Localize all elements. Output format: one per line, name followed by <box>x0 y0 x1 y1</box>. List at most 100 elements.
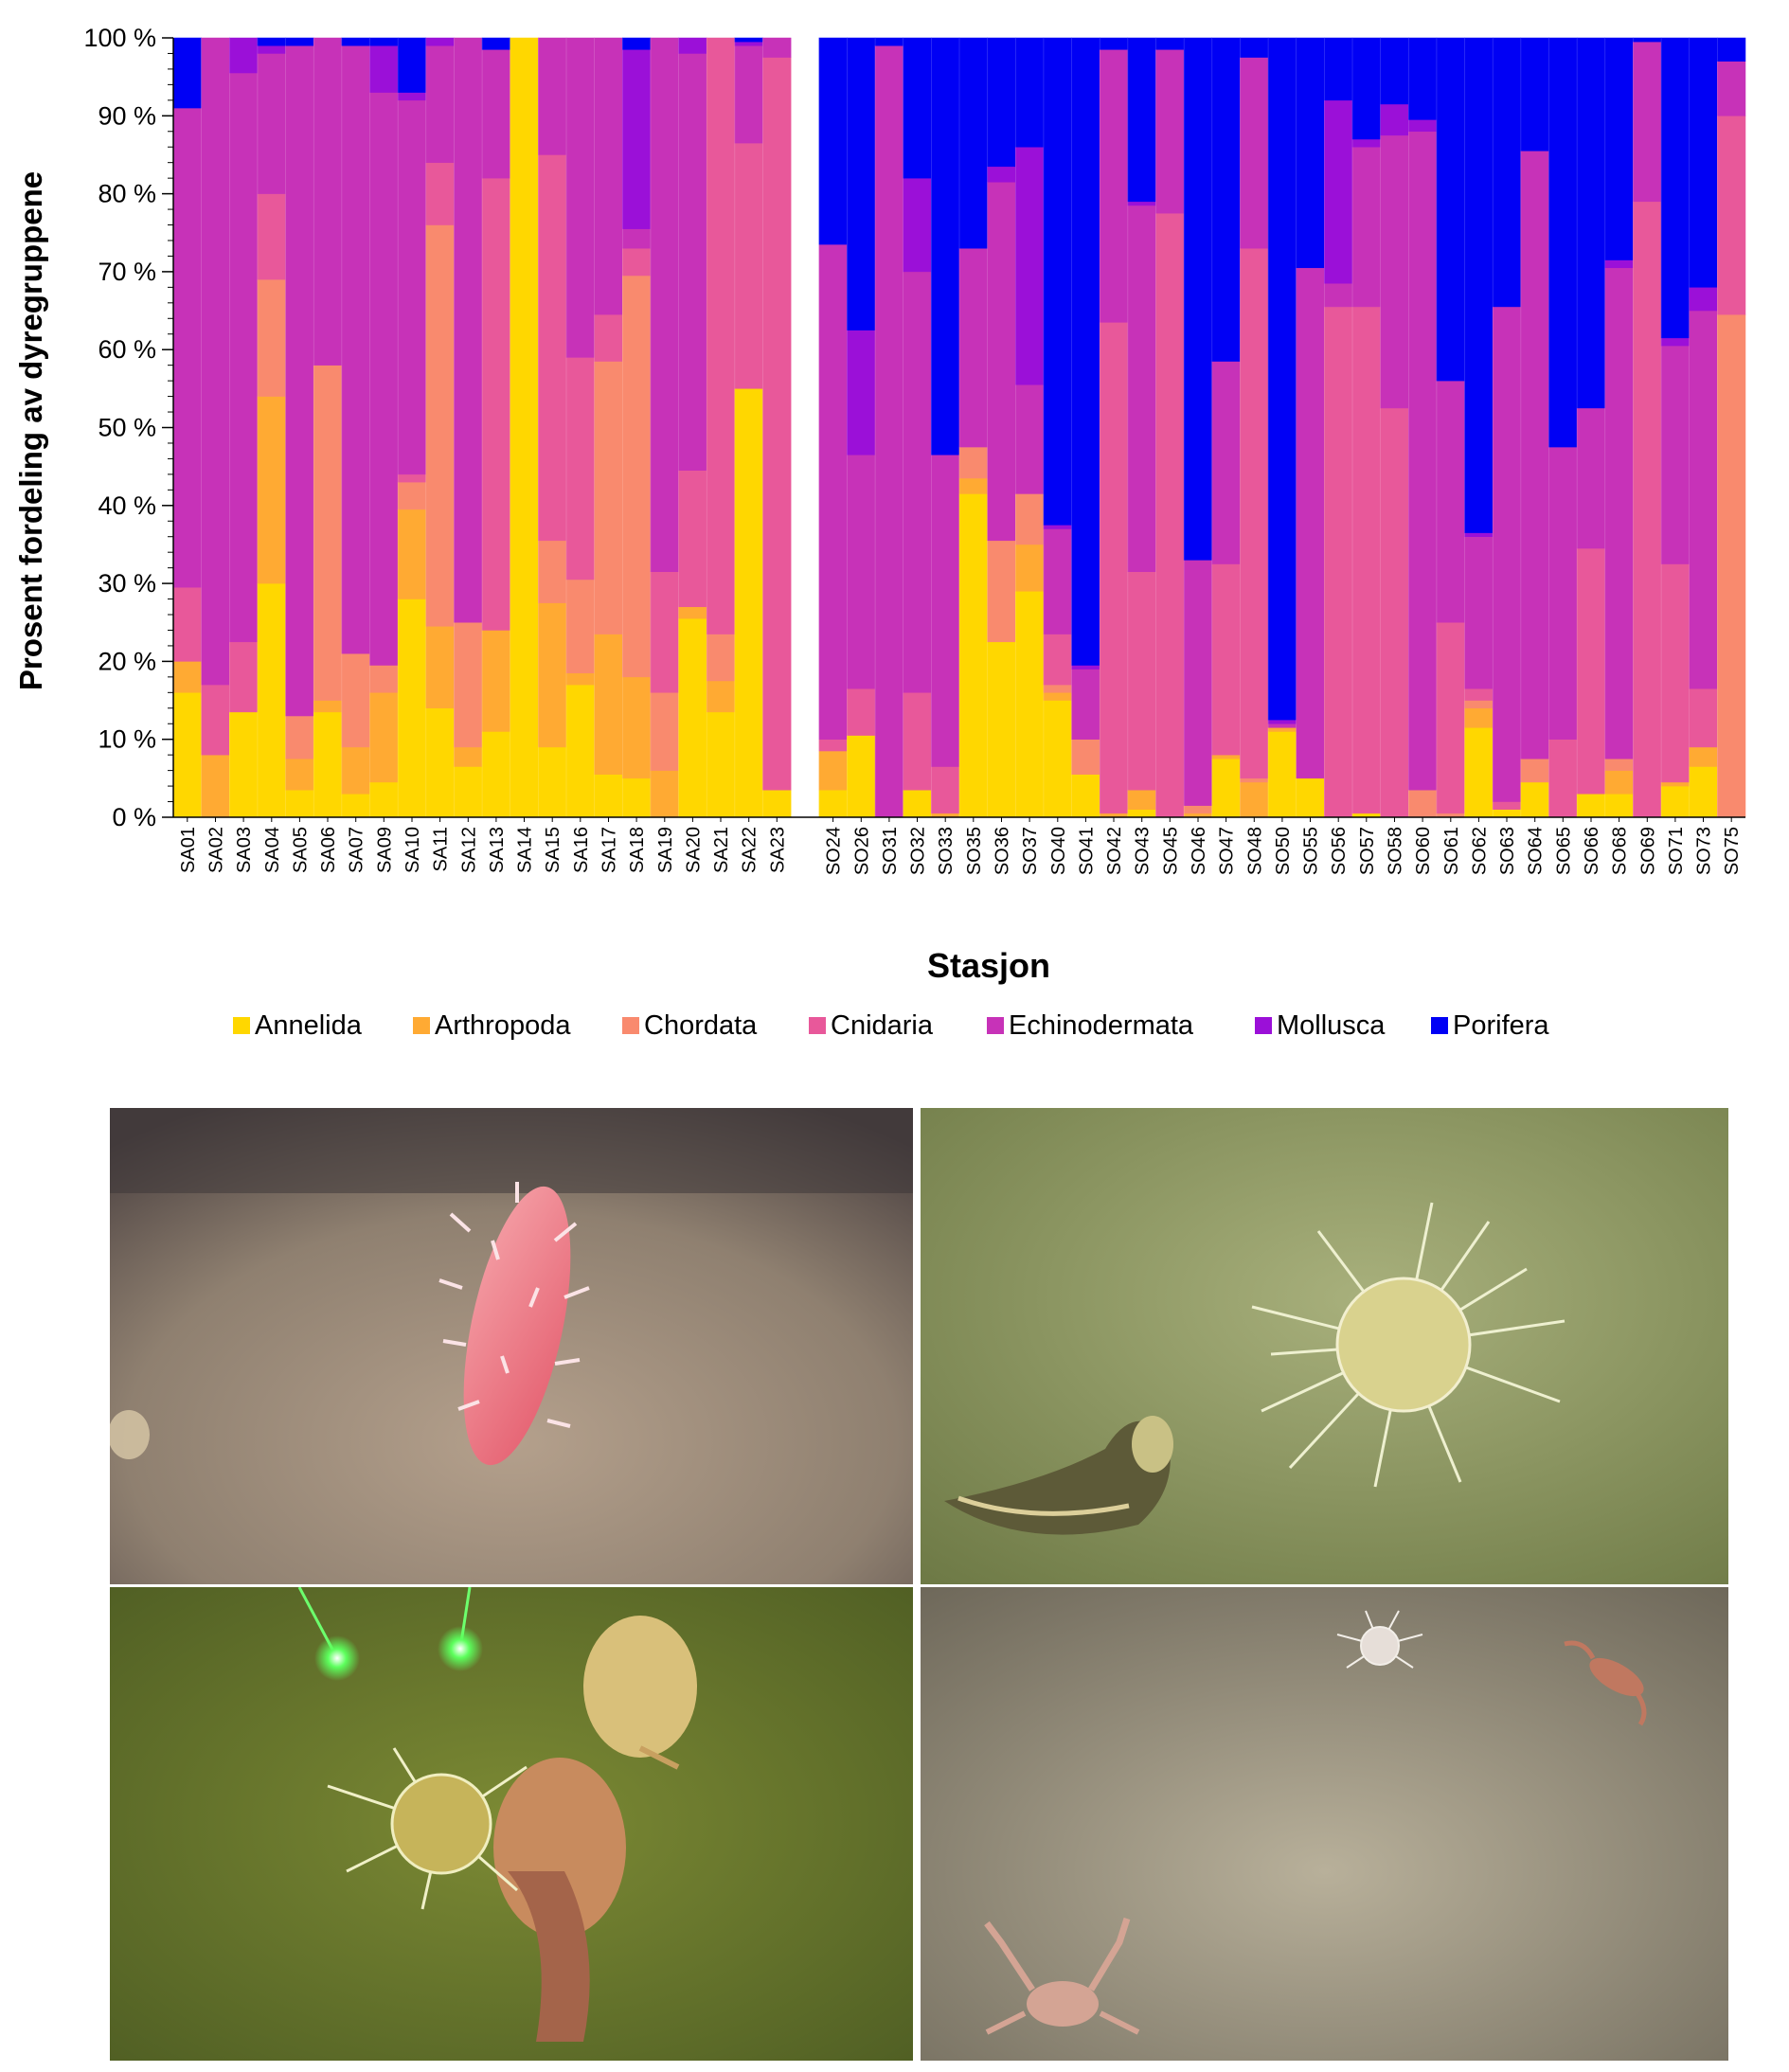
bar-SA20-cnidaria <box>678 470 707 608</box>
bar-SA04-echinodermata <box>257 53 286 194</box>
bar-SO69-cnidaria <box>1633 201 1662 818</box>
bar-SO69-echinodermata <box>1633 41 1662 203</box>
x-axis-ticks: SA01 SA02 SA03 SA04 SA05 SA06 SA07 SA09 SA10 SA11… <box>178 817 1743 875</box>
bar-SO58-cnidaria <box>1380 407 1409 818</box>
bar-SA09-arthropoda <box>369 692 399 783</box>
bar-SO43-arthropoda <box>1127 789 1156 811</box>
x-tick-label-SA22: SA22 <box>740 827 760 873</box>
bar-SA02-echinodermata <box>201 37 230 686</box>
bar-SA18-porifera <box>622 37 652 50</box>
bar-SO32-annelida <box>903 789 932 818</box>
bar-SO73-mollusca <box>1689 287 1718 312</box>
legend-label-arthropoda: Arthropoda <box>435 1010 571 1041</box>
bar-SO45-porifera <box>1155 37 1185 50</box>
bar-SO48-porifera <box>1240 37 1269 58</box>
bar-SA10-porifera <box>397 37 427 93</box>
bar-SA23-echinodermata <box>762 37 792 58</box>
bar-SO55-porifera <box>1296 37 1325 269</box>
bar-SA07-porifera <box>341 37 370 46</box>
bar-SO63-porifera <box>1492 37 1522 308</box>
bar-SO32-porifera <box>903 37 932 179</box>
x-tick-label-SO69: SO69 <box>1637 827 1658 875</box>
bar-SO56-porifera <box>1324 37 1353 101</box>
x-tick-label-SA10: SA10 <box>403 827 423 873</box>
photo-sea-pens <box>110 1587 913 2061</box>
bar-SO48-chordata <box>1240 777 1269 783</box>
bar-SO36-echinodermata <box>987 182 1016 542</box>
bar-SO75-porifera <box>1717 37 1746 62</box>
bar-SA23-cnidaria <box>762 57 792 791</box>
bar-SO45-echinodermata <box>1155 49 1185 214</box>
bar-SA11-mollusca <box>425 37 455 46</box>
bar-SA13-echinodermata <box>481 49 510 179</box>
bar-SO37-mollusca <box>1015 146 1045 385</box>
bar-SO35-chordata <box>958 446 988 479</box>
bar-SO50-porifera <box>1267 37 1297 721</box>
bar-SA07-arthropoda <box>341 746 370 795</box>
x-tick-label-SO32: SO32 <box>908 827 929 875</box>
legend-label-porifera: Porifera <box>1453 1010 1549 1041</box>
x-tick-label-SO73: SO73 <box>1694 827 1715 875</box>
bar-SO73-porifera <box>1689 37 1718 288</box>
crab-icon <box>984 1917 1140 2035</box>
bar-SO40-echinodermata <box>1043 528 1072 634</box>
bar-SA12-annelida <box>454 766 483 818</box>
bar-SO55-annelida <box>1296 777 1325 818</box>
bar-SA06-chordata <box>313 365 343 701</box>
bar-SO57-mollusca <box>1351 138 1381 148</box>
photo-sea-cucumber <box>110 1108 913 1584</box>
bar-SA01-echinodermata <box>172 107 202 588</box>
bar-SO63-annelida <box>1492 809 1522 818</box>
bar-SO75-echinodermata <box>1717 61 1746 116</box>
bar-SO36-annelida <box>987 641 1016 818</box>
bar-SO41-chordata <box>1071 739 1100 775</box>
bar-SO55-echinodermata <box>1296 267 1325 779</box>
bar-SA21-chordata <box>706 634 736 682</box>
bar-SO71-cnidaria <box>1660 563 1690 783</box>
bar-SA02-cnidaria <box>201 684 230 756</box>
bar-SO46-porifera <box>1183 37 1213 561</box>
x-tick-label-SO65: SO65 <box>1553 827 1574 875</box>
bar-SO33-porifera <box>931 37 960 455</box>
bar-SO40-arthropoda <box>1043 692 1072 701</box>
bar-SO64-porifera <box>1520 37 1549 152</box>
bar-SA18-cnidaria <box>622 247 652 277</box>
bar-SO42-cnidaria <box>1099 322 1129 814</box>
bar-SA13-arthropoda <box>481 630 510 732</box>
bar-SA21-annelida <box>706 711 736 818</box>
bar-SO73-arthropoda <box>1689 746 1718 767</box>
bar-SO75-cnidaria <box>1717 116 1746 315</box>
bar-SA01-porifera <box>172 37 202 109</box>
x-tick-label-SO61: SO61 <box>1441 827 1462 875</box>
x-tick-label-SO62: SO62 <box>1469 827 1490 875</box>
x-tick-label-SO63: SO63 <box>1497 827 1518 875</box>
x-tick-label-SO35: SO35 <box>964 827 985 875</box>
bar-SO26-mollusca <box>847 330 876 455</box>
bar-SA12-arthropoda <box>454 746 483 767</box>
photo-sea-urchin <box>921 1108 1728 1584</box>
y-tick-label-60: 60 % <box>98 335 156 364</box>
bar-SO24-annelida <box>818 789 848 818</box>
bar-SO26-porifera <box>847 37 876 330</box>
x-tick-label-SA11: SA11 <box>431 827 452 871</box>
x-tick-label-SO45: SO45 <box>1160 827 1181 875</box>
bar-SO40-chordata <box>1043 684 1072 693</box>
x-tick-label-SO75: SO75 <box>1722 827 1743 875</box>
bar-SO43-cnidaria <box>1127 571 1156 791</box>
x-tick-label-SA01: SA01 <box>178 827 199 873</box>
bar-SA05-annelida <box>285 789 314 818</box>
legend-swatch-porifera <box>1431 1017 1448 1034</box>
x-tick-label-SO43: SO43 <box>1133 827 1154 875</box>
bar-SO40-porifera <box>1043 37 1072 526</box>
x-tick-label-SO40: SO40 <box>1048 827 1069 875</box>
bar-SO47-echinodermata <box>1211 361 1241 564</box>
bar-SA10-echinodermata <box>397 99 427 475</box>
bar-SA01-cnidaria <box>172 586 202 662</box>
bar-SA17-arthropoda <box>594 634 623 775</box>
bar-SA18-annelida <box>622 777 652 818</box>
bar-SO60-chordata <box>1408 789 1438 818</box>
bar-SA09-mollusca <box>369 45 399 93</box>
bar-SO73-echinodermata <box>1689 310 1718 689</box>
x-tick-label-SA16: SA16 <box>571 827 592 873</box>
bar-SO37-echinodermata <box>1015 384 1045 494</box>
